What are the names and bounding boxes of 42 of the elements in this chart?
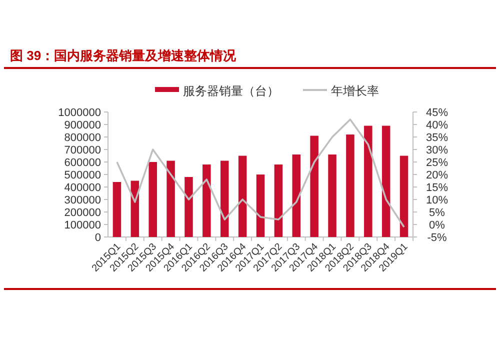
y2-tick-label: 35% <box>426 132 448 144</box>
line-series <box>116 118 405 228</box>
y2-tick-label: 0% <box>429 220 446 232</box>
y2-tick-label: 25% <box>426 157 448 169</box>
legend-label: 年增长率 <box>331 84 379 98</box>
bar <box>328 154 336 237</box>
y-tick-label: 1000000 <box>58 107 101 119</box>
bar <box>274 164 283 237</box>
y-tick-label: 800000 <box>64 132 101 144</box>
y2-tick-label: 30% <box>426 144 448 156</box>
bar <box>202 164 211 237</box>
bar <box>238 156 247 237</box>
legend-label: 服务器销量（台） <box>183 84 279 98</box>
y-tick-label: 700000 <box>64 144 101 156</box>
bar <box>256 174 265 237</box>
bar <box>166 160 175 237</box>
y-tick-label: 900000 <box>64 120 101 132</box>
y-tick-label: 0 <box>94 232 101 244</box>
y-tick-label: 100000 <box>64 220 101 232</box>
y-tick-label: 400000 <box>64 182 101 194</box>
y-tick-label: 500000 <box>64 170 101 182</box>
bar <box>346 134 354 237</box>
y-tick-label: 200000 <box>64 207 101 219</box>
bar <box>382 126 390 237</box>
y2-tick-label: 10% <box>426 194 448 206</box>
y2-tick-label: 45% <box>426 107 448 119</box>
bar <box>364 126 372 237</box>
y-tick-label: 600000 <box>64 157 101 169</box>
bar <box>112 182 122 237</box>
bar <box>184 177 193 237</box>
bar <box>400 156 408 237</box>
y2-tick-label: -5% <box>427 232 447 244</box>
y2-tick-label: 5% <box>429 207 446 219</box>
bar <box>292 154 301 237</box>
chart-title: 图 39：国内服务器销量及增速整体情况 <box>10 48 238 63</box>
bar <box>220 160 229 237</box>
y2-tick-label: 40% <box>426 120 448 132</box>
y-tick-label: 300000 <box>64 194 101 206</box>
y2-tick-label: 15% <box>426 182 448 194</box>
y2-tick-label: 20% <box>426 170 448 182</box>
bar <box>310 136 318 237</box>
bar <box>148 162 157 237</box>
